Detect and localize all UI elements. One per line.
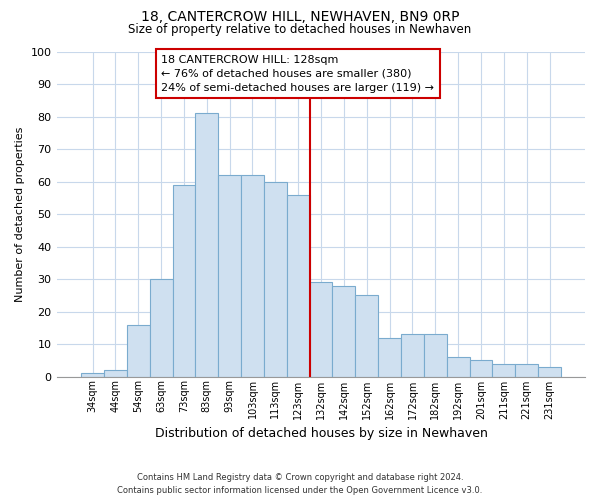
- Y-axis label: Number of detached properties: Number of detached properties: [15, 126, 25, 302]
- Bar: [173, 185, 196, 376]
- Bar: [332, 286, 355, 376]
- Text: Contains HM Land Registry data © Crown copyright and database right 2024.
Contai: Contains HM Land Registry data © Crown c…: [118, 473, 482, 495]
- Bar: [355, 296, 378, 376]
- Bar: [218, 175, 241, 376]
- Bar: [149, 279, 173, 376]
- Bar: [104, 370, 127, 376]
- Bar: [515, 364, 538, 376]
- Bar: [127, 324, 149, 376]
- Text: Size of property relative to detached houses in Newhaven: Size of property relative to detached ho…: [128, 22, 472, 36]
- Bar: [493, 364, 515, 376]
- Bar: [241, 175, 264, 376]
- Bar: [401, 334, 424, 376]
- Bar: [196, 114, 218, 376]
- Bar: [264, 182, 287, 376]
- X-axis label: Distribution of detached houses by size in Newhaven: Distribution of detached houses by size …: [155, 427, 487, 440]
- Bar: [310, 282, 332, 376]
- Bar: [424, 334, 447, 376]
- Bar: [538, 367, 561, 376]
- Text: 18 CANTERCROW HILL: 128sqm
← 76% of detached houses are smaller (380)
24% of sem: 18 CANTERCROW HILL: 128sqm ← 76% of deta…: [161, 55, 434, 93]
- Bar: [470, 360, 493, 376]
- Bar: [447, 357, 470, 376]
- Bar: [81, 374, 104, 376]
- Text: 18, CANTERCROW HILL, NEWHAVEN, BN9 0RP: 18, CANTERCROW HILL, NEWHAVEN, BN9 0RP: [141, 10, 459, 24]
- Bar: [287, 194, 310, 376]
- Bar: [378, 338, 401, 376]
